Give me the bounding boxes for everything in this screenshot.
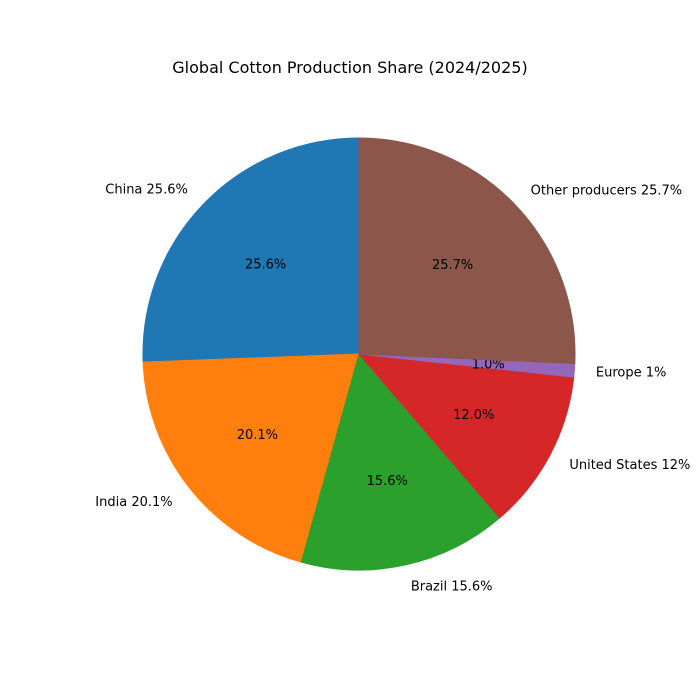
pct-label-other-producers: 25.7% <box>432 258 473 273</box>
pct-label-china: 25.6% <box>245 258 286 273</box>
pct-label-brazil: 15.6% <box>367 474 408 489</box>
pct-label-united-states: 12.0% <box>453 408 494 423</box>
pct-label-india: 20.1% <box>237 428 278 443</box>
outer-label-brazil: Brazil 15.6% <box>411 579 493 594</box>
outer-label-europe: Europe 1% <box>596 365 666 380</box>
pct-label-europe: 1.0% <box>472 357 505 372</box>
pie-slice-united-states <box>357 353 575 519</box>
outer-label-other-producers: Other producers 25.7% <box>531 183 683 198</box>
outer-label-china: China 25.6% <box>105 183 188 198</box>
outer-label-india: India 20.1% <box>95 495 172 510</box>
pie-slice-brazil <box>300 352 501 571</box>
pie-slice-other-producers <box>358 137 576 365</box>
pie-slice-india <box>142 353 360 563</box>
chart-title: Global Cotton Production Share (2024/202… <box>172 58 528 77</box>
outer-label-united-states: United States 12% <box>569 458 690 473</box>
pie-slice-china <box>142 137 360 363</box>
